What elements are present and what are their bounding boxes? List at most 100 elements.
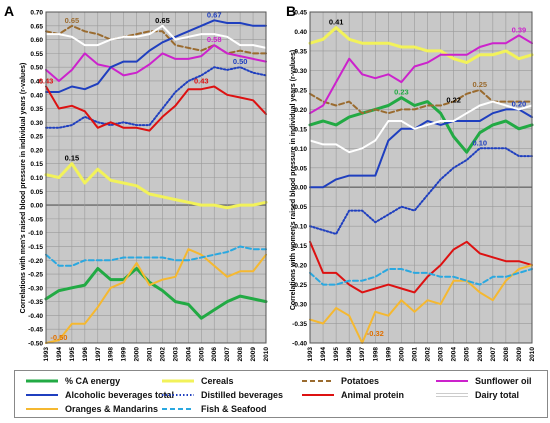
- panel-b-series-cereals: [308, 26, 534, 65]
- panel-a-y-tick-label: 0.35: [30, 106, 43, 113]
- panel-a-data-label: -0.50: [50, 333, 67, 342]
- panel-a-y-tick-label: 0.25: [30, 134, 43, 141]
- panel-b-x-tick-label: 2003: [438, 347, 445, 362]
- legend-item-potatoes: Potatoes: [301, 375, 379, 387]
- panel-b-series-dairy: [309, 100, 533, 154]
- panel-b-x-tick-label: 1994: [320, 347, 327, 362]
- panel-a-y-tick-label: 0.20: [30, 147, 43, 154]
- panel-a-data-label: 0.50: [233, 57, 248, 66]
- panel-b-x-tick-label: 1996: [346, 347, 353, 362]
- legend-item-animal: Animal protein: [301, 389, 404, 401]
- panel-b-y-tick-label: 0.10: [294, 146, 307, 153]
- panel-a-y-tick-label: 0.05: [30, 189, 43, 196]
- panel-b-y-tick-label: 0.05: [294, 165, 307, 172]
- panel-a-x-tick-label: 1996: [82, 347, 89, 362]
- panel-b-series-oranges: [309, 264, 533, 344]
- panel-b-y-tick-label: -0.35: [292, 321, 307, 328]
- panel-a-series-dairy: [45, 24, 267, 49]
- legend-swatch-cereals: [162, 379, 194, 383]
- legend-swatch-potatoes: [302, 380, 334, 382]
- legend-label-distilled: Distilled beverages: [201, 390, 284, 400]
- chart-legend: % CA energy Cereals Potatoes Sunflower oil A…: [14, 370, 548, 418]
- legend-swatch-oranges: [26, 408, 58, 410]
- panel-a-y-tick-label: 0.70: [30, 10, 43, 17]
- panel-a-y-tick-label: 0.30: [30, 120, 43, 127]
- legend-label-potatoes: Potatoes: [341, 376, 380, 386]
- panel-a-y-tick-label: -0.50: [28, 341, 43, 348]
- legend-label-animal: Animal protein: [341, 390, 405, 400]
- panel-b-y-tick-label: 0.35: [294, 48, 307, 55]
- panel-b-x-tick-label: 2004: [451, 347, 458, 362]
- panel-a-x-tick-label: 1997: [95, 347, 102, 362]
- panel-b-y-tick-label: -0.25: [292, 282, 307, 289]
- panel-a-y-tick-label: 0.40: [30, 92, 43, 99]
- panel-a-plot-frame: [45, 11, 267, 344]
- panel-b-series-animal: [309, 240, 533, 294]
- panel-b-x-tick-label: 1993: [307, 347, 314, 362]
- panel-a-x-tick-label: 2003: [172, 347, 179, 362]
- panel-b-data-label: -0.32: [367, 329, 384, 338]
- panel-b-y-tick-label: 0.15: [294, 126, 307, 133]
- legend-item-distilled: Distilled beverages: [161, 389, 283, 401]
- panel-a-data-label: 0.43: [194, 76, 209, 85]
- panel-b-x-tick-label: 2006: [477, 347, 484, 362]
- legend-swatch-ca: [26, 379, 58, 383]
- panel-b-x-tick-label: 1999: [385, 347, 392, 362]
- panel-a-data-label: 0.15: [65, 154, 80, 163]
- legend-item-oranges: Oranges & Mandarins: [25, 403, 158, 415]
- legend-item-sunflower: Sunflower oil: [435, 375, 532, 387]
- panel-a-x-tick-label: 1995: [69, 347, 76, 362]
- panel-a-x-tick-label: 1993: [43, 347, 50, 362]
- panel-b-y-tick-label: 0.00: [294, 185, 307, 192]
- panel-a-y-tick-label: 0.65: [30, 23, 43, 30]
- panel-b-x-tick-label: 2010: [529, 347, 536, 362]
- panel-b-x-tick-label: 2001: [411, 347, 418, 362]
- panel-b-data-label: 0.22: [446, 95, 461, 104]
- panel-a-y-tick-label: -0.10: [28, 230, 43, 237]
- panel-a-y-axis-title: Correlations with men's raised blood pre…: [20, 63, 27, 314]
- panel-a-y-tick-label: -0.25: [28, 272, 43, 279]
- panel-b-label: B: [286, 3, 296, 19]
- panel-a-x-tick-label: 2006: [211, 347, 218, 362]
- legend-swatch-alcoholic: [26, 394, 58, 396]
- panel-a-x-tick-label: 2000: [134, 347, 141, 362]
- panel-a-label: A: [4, 3, 14, 19]
- panel-a-y-tick-label: 0.45: [30, 78, 43, 85]
- legend-swatch-animal: [302, 394, 334, 396]
- panel-b-data-label: 0.41: [329, 18, 344, 27]
- panel-a-x-tick-label: 1994: [56, 347, 63, 362]
- panel-b-data-label: 0.20: [512, 99, 527, 108]
- legend-label-dairy: Dairy total: [475, 390, 520, 400]
- panel-a-y-tick-label: -0.40: [28, 313, 43, 320]
- panel-b-series-fish: [309, 268, 533, 286]
- panel-a-y-tick-label: -0.35: [28, 299, 43, 306]
- legend-swatch-sunflower: [436, 380, 468, 382]
- panel-a-x-tick-label: 2004: [185, 347, 192, 362]
- panel-b-data-label: 0.39: [512, 25, 527, 34]
- panel-a-x-tick-label: 2009: [250, 347, 257, 362]
- panel-b-data-label: 0.23: [394, 88, 409, 97]
- panel-a-y-tick-label: 0.50: [30, 65, 43, 72]
- panel-b-y-tick-label: 0.25: [294, 87, 307, 94]
- panel-a-y-tick-label: 0.15: [30, 161, 43, 168]
- panel-b-y-tick-label: -0.30: [292, 302, 307, 309]
- panel-b-chart: B Correlations with women's raised blood…: [286, 3, 536, 361]
- panel-b-y-tick-label: -0.05: [292, 204, 307, 211]
- panel-a-x-tick-label: 2008: [237, 347, 244, 362]
- panel-a-y-tick-label: -0.30: [28, 285, 43, 292]
- panel-b-y-tick-label: 0.45: [294, 10, 307, 17]
- legend-label-alcoholic: Alcoholic beverages total: [65, 390, 175, 400]
- panel-b-x-tick-label: 2009: [516, 347, 523, 362]
- panel-a-data-label: 0.65: [65, 16, 80, 25]
- panel-b-y-tick-label: -0.40: [292, 341, 307, 348]
- legend-label-sunflower: Sunflower oil: [475, 376, 532, 386]
- panel-a-series-sunflower: [45, 44, 267, 82]
- panel-b-y-tick-label: -0.10: [292, 224, 307, 231]
- panel-b-series-distilled: [309, 147, 533, 235]
- panel-a-x-tick-label: 1998: [108, 347, 115, 362]
- panel-a-x-tick-label: 1999: [121, 347, 128, 362]
- legend-item-alcoholic: Alcoholic beverages total: [25, 389, 174, 401]
- panel-a-series-fish: [45, 245, 267, 267]
- panel-b-x-tick-label: 1997: [359, 347, 366, 362]
